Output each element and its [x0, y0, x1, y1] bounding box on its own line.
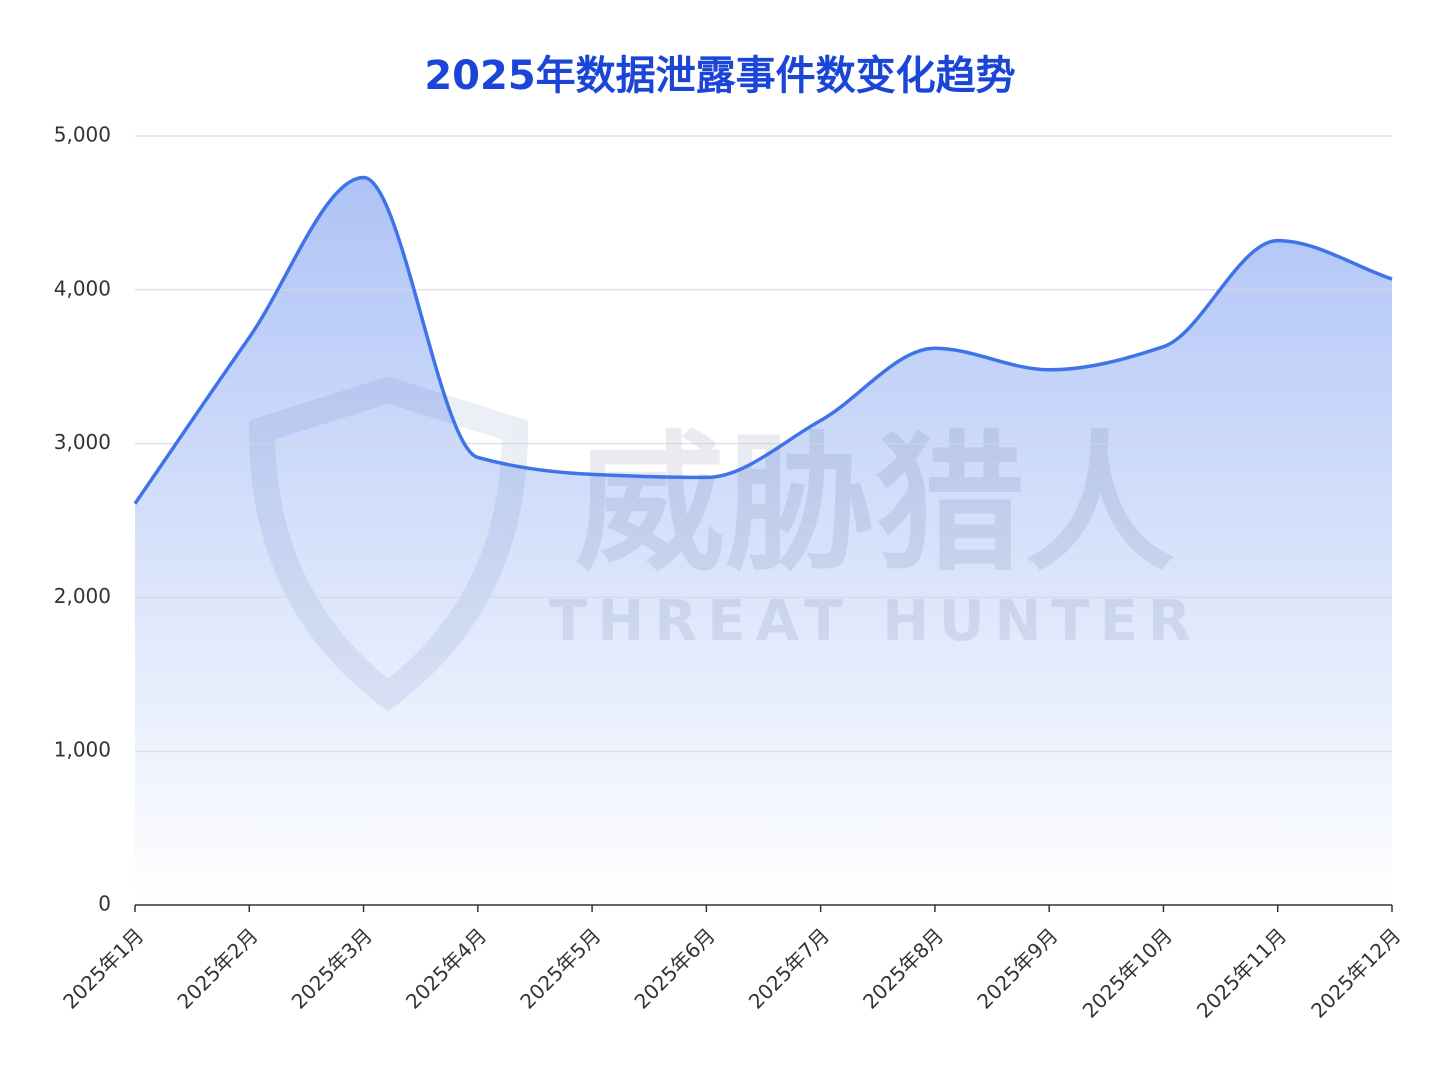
x-tick-label: 2025年6月: [630, 923, 720, 1013]
watermark-name: 威胁猎人: [575, 418, 1175, 592]
area: [135, 177, 1392, 905]
x-tick-label: 2025年8月: [858, 923, 948, 1013]
x-tick-label: 2025年10月: [1078, 923, 1177, 1022]
x-tick-label: 2025年11月: [1192, 923, 1291, 1022]
y-tick-label: 3,000: [54, 430, 111, 454]
y-tick-label: 4,000: [54, 276, 111, 300]
y-tick-label: 2,000: [54, 584, 111, 608]
line: [133, 175, 1393, 505]
x-tick-label: 2025年3月: [287, 923, 377, 1013]
watermark-subtitle: THREAT HUNTER: [549, 589, 1201, 654]
x-tick-label: 2025年5月: [515, 923, 605, 1013]
chart-title: 2025年数据泄露事件数变化趋势: [424, 53, 1015, 99]
y-tick-label: 1,000: [54, 738, 111, 762]
x-tick-label: 2025年4月: [401, 923, 491, 1013]
x-tick-label: 2025年1月: [58, 923, 148, 1013]
x-tick-label: 2025年2月: [172, 923, 262, 1013]
watermark-shield: [248, 376, 529, 712]
x-tick-label: 2025年7月: [744, 923, 834, 1013]
watermark: 威胁猎人 THREAT HUNTER: [248, 376, 1201, 712]
x-tick-label: 2025年9月: [972, 923, 1062, 1013]
x-tick-label: 2025年12月: [1306, 923, 1405, 1022]
y-tick-label: 5,000: [54, 123, 111, 147]
y-tick-label: 0: [98, 892, 111, 916]
